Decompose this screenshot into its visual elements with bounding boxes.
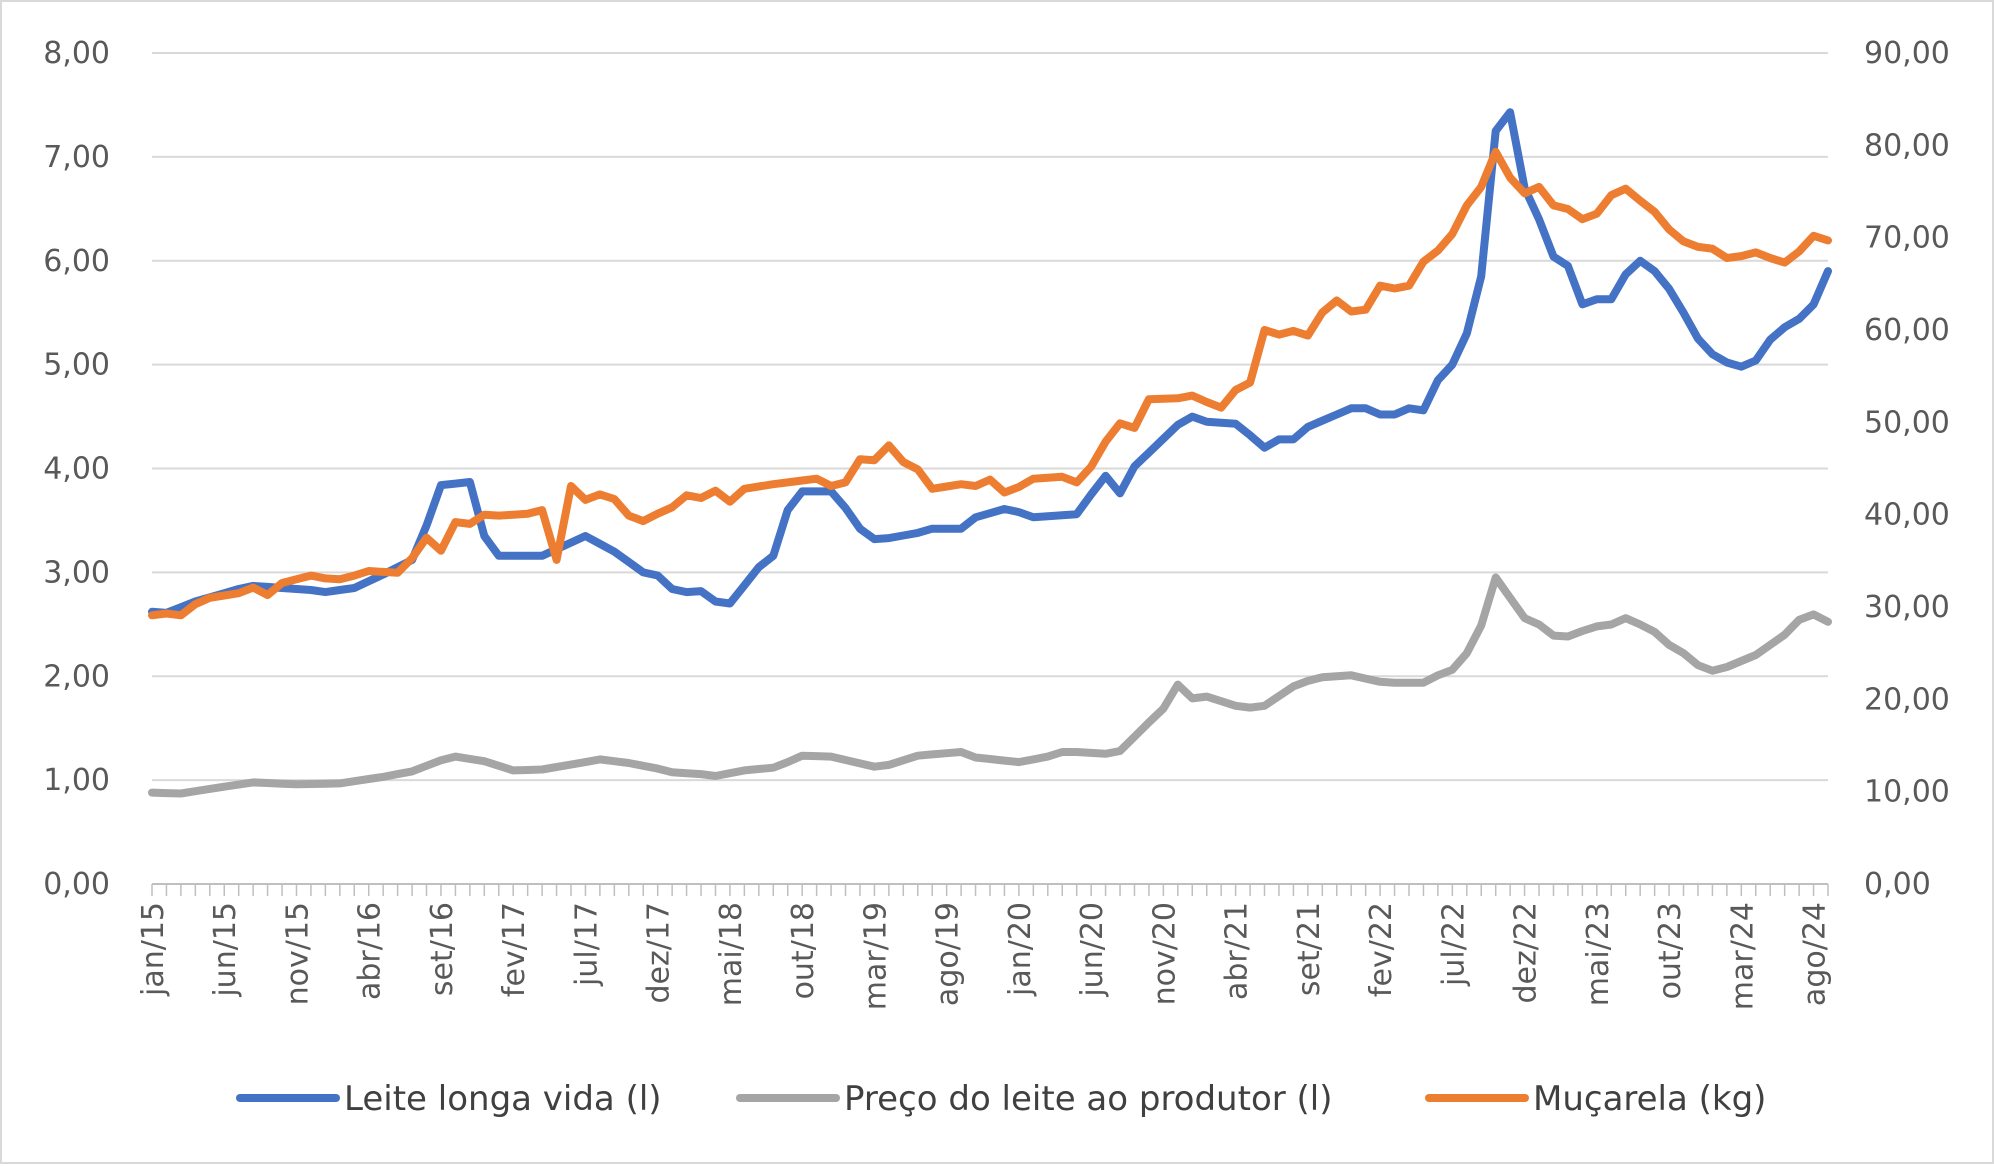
right-y-tick-label: 20,00 <box>1864 682 1950 717</box>
x-tick-label: dez/17 <box>642 902 677 1004</box>
left-y-tick-label: 1,00 <box>43 763 110 798</box>
x-axis: jan/15 jun/15 nov/15 abr/16 set/16 fev/17 jul/… <box>136 883 1833 1010</box>
left-y-tick-label: 3,00 <box>43 555 110 590</box>
series-line-0 <box>148 108 1832 617</box>
right-y-tick-label: 0,00 <box>1864 867 1931 902</box>
left-y-tick-label: 6,00 <box>43 244 110 279</box>
x-tick-label: jan/20 <box>1003 902 1038 997</box>
x-tick-label: nov/20 <box>1147 902 1182 1005</box>
x-tick-label: abr/21 <box>1220 902 1255 1000</box>
series-line-2 <box>148 147 1832 620</box>
legend-label: Muçarela (kg) <box>1533 1079 1766 1119</box>
x-tick-label: jul/17 <box>569 902 604 987</box>
x-tick-label: set/21 <box>1292 902 1327 996</box>
x-tick-label: abr/16 <box>353 902 388 1000</box>
right-y-tick-label: 70,00 <box>1864 221 1950 256</box>
x-tick-label: mai/23 <box>1581 902 1616 1006</box>
legend-label: Preço do leite ao produtor (l) <box>844 1079 1333 1119</box>
right-y-tick-label: 10,00 <box>1864 775 1950 810</box>
left-y-tick-label: 5,00 <box>43 348 110 383</box>
x-tick-label: out/18 <box>786 902 821 999</box>
left-y-tick-label: 0,00 <box>43 867 110 902</box>
right-y-tick-label: 40,00 <box>1864 498 1950 533</box>
right-y-axis: 0,00 10,00 20,00 30,00 40,00 50,00 60,00 70,00 8… <box>1864 36 1950 902</box>
right-y-tick-label: 90,00 <box>1864 36 1950 71</box>
x-tick-label: ago/19 <box>931 902 966 1006</box>
x-tick-label: jul/22 <box>1436 902 1471 987</box>
x-tick-label: set/16 <box>425 902 460 996</box>
x-tick-label: jun/20 <box>1075 902 1110 998</box>
gridlines <box>152 52 1828 782</box>
legend-label: Leite longa vida (l) <box>344 1079 662 1119</box>
right-y-tick-label: 30,00 <box>1864 590 1950 625</box>
x-tick-label: mar/19 <box>858 902 893 1010</box>
series-lines <box>148 108 1832 798</box>
left-y-tick-label: 2,00 <box>43 659 110 694</box>
left-y-tick-label: 7,00 <box>43 140 110 175</box>
series-line-1 <box>148 573 1832 798</box>
x-tick-label: ago/24 <box>1798 902 1833 1006</box>
x-tick-label: fev/22 <box>1364 902 1399 997</box>
left-y-tick-label: 8,00 <box>43 36 110 71</box>
x-tick-label: mai/18 <box>714 902 749 1006</box>
right-y-tick-label: 50,00 <box>1864 405 1950 440</box>
right-y-tick-label: 60,00 <box>1864 313 1950 348</box>
x-tick-label: fev/17 <box>497 902 532 997</box>
x-tick-label: jan/15 <box>136 902 171 997</box>
right-y-tick-label: 80,00 <box>1864 128 1950 163</box>
x-tick-label: mar/24 <box>1725 902 1760 1010</box>
x-tick-label: dez/22 <box>1509 902 1544 1004</box>
left-y-tick-label: 4,00 <box>43 452 110 487</box>
left-y-axis: 0,00 1,00 2,00 3,00 4,00 5,00 6,00 7,00 8,00 <box>43 36 110 902</box>
x-tick-label: out/23 <box>1653 902 1688 999</box>
x-tick-label: jun/15 <box>208 902 243 998</box>
legend: Leite longa vida (l) Preço do leite ao pr… <box>236 1079 1766 1119</box>
x-tick-label: nov/15 <box>280 902 315 1005</box>
